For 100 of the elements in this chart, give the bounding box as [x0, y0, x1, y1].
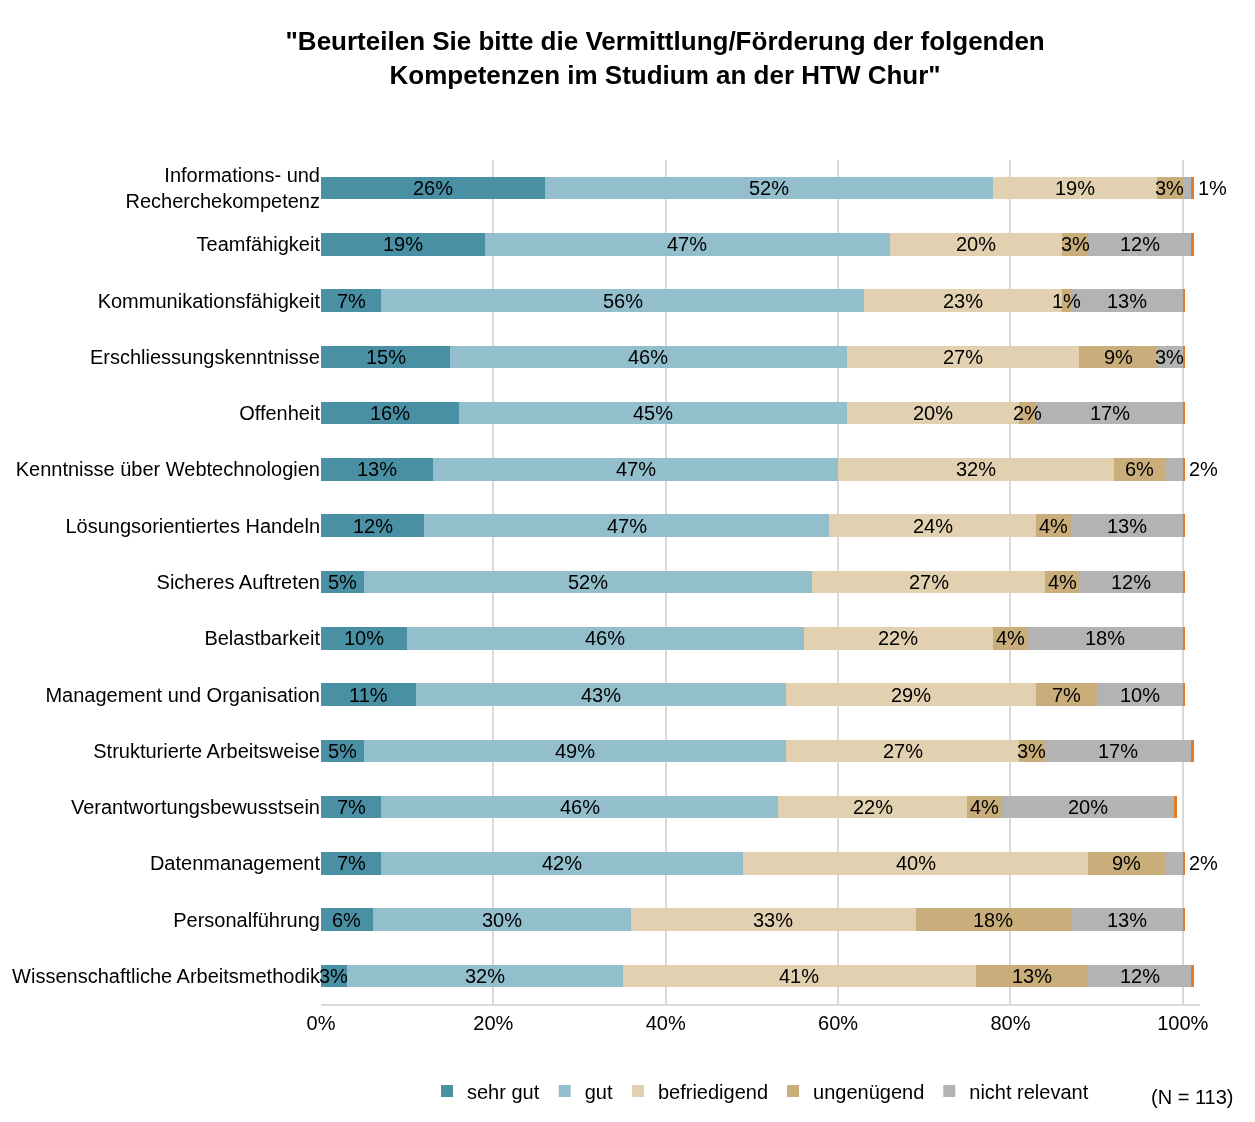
bar	[1182, 176, 1192, 200]
data-label: 5%	[328, 740, 358, 762]
data-label: 22%	[853, 796, 894, 818]
bar	[1027, 627, 1183, 650]
data-label: 26%	[413, 177, 454, 199]
bar	[631, 908, 916, 931]
data-label: 27%	[943, 346, 984, 368]
y-tick-label: Erschliessungskenntnisse	[89, 345, 320, 368]
bar	[545, 176, 994, 200]
bar	[915, 908, 1071, 931]
data-label: 12%	[1120, 233, 1161, 255]
y-tick-label: Informations- und Recherchekompetenz	[125, 164, 320, 213]
data-label: 15%	[366, 346, 407, 368]
bar	[321, 233, 485, 256]
data-label: 20%	[1068, 796, 1109, 818]
bar	[846, 345, 1080, 369]
y-tick-label: Personalführung	[173, 908, 320, 931]
data-label: 18%	[973, 909, 1014, 931]
bar	[786, 683, 1037, 706]
y-tick-label: Kenntnisse über Webtechnologien	[15, 458, 320, 481]
bar	[743, 852, 1088, 875]
data-label: 10%	[344, 627, 385, 649]
data-label: 13%	[1107, 290, 1148, 312]
data-label: 1%	[1052, 290, 1082, 312]
bar	[1174, 795, 1177, 819]
data-label: 46%	[560, 796, 601, 818]
data-label: 13%	[1107, 909, 1148, 931]
chart-title: "Beurteilen Sie bitte die Vermittlung/Förderung der folgenden Kompetenzen im Studium an der HTW Chur"	[285, 26, 1045, 91]
bar	[1165, 458, 1183, 481]
bar	[838, 458, 1114, 481]
data-label: 46%	[585, 627, 626, 649]
x-tick-label: 60%	[818, 1012, 859, 1034]
y-tick-label: Strukturierte Arbeitsweise	[93, 739, 320, 762]
bar	[993, 176, 1157, 200]
legend-label: befriedigend	[657, 1080, 769, 1103]
data-label: 7%	[1052, 684, 1082, 706]
data-label: 19%	[383, 233, 424, 255]
data-label: 6%	[1125, 458, 1155, 480]
data-label: 42%	[542, 852, 583, 874]
bar	[321, 514, 425, 537]
data-label: 7%	[337, 852, 367, 874]
data-label: 9%	[1112, 852, 1142, 874]
bar	[407, 627, 804, 650]
data-label: 7%	[337, 796, 367, 818]
data-label: 6%	[332, 909, 362, 931]
x-tick-label: 0%	[306, 1012, 336, 1034]
bar	[812, 570, 1045, 594]
data-label: 22%	[878, 627, 919, 649]
bar	[777, 795, 968, 819]
data-label: 20%	[956, 233, 997, 255]
y-tick-label: Lösungsorientiertes Handeln	[65, 514, 320, 537]
y-tick-label: Kommunikationsfähigkeit	[97, 289, 321, 312]
data-label: 12%	[353, 515, 394, 537]
data-label: 1%	[1198, 177, 1228, 199]
legend-label: ungenügend	[813, 1080, 925, 1103]
data-label: 12%	[1111, 571, 1152, 593]
legend-label: nicht relevant	[969, 1080, 1089, 1103]
bar	[321, 458, 434, 481]
bar	[346, 964, 623, 988]
data-label: 47%	[616, 458, 657, 480]
bar	[1191, 233, 1194, 256]
data-label: 2%	[1189, 458, 1219, 480]
data-label: 18%	[1085, 627, 1126, 649]
data-label: 32%	[956, 458, 997, 480]
data-label: 32%	[465, 965, 506, 987]
data-label: 4%	[996, 627, 1026, 649]
data-label: 30%	[482, 909, 523, 931]
bar	[321, 176, 546, 200]
data-label: 27%	[883, 740, 924, 762]
data-label: 24%	[913, 515, 954, 537]
bar	[1001, 795, 1175, 819]
bar	[1191, 739, 1194, 763]
data-label: 13%	[1107, 515, 1148, 537]
bar	[829, 514, 1037, 537]
data-label: 3%	[1155, 177, 1185, 199]
bar	[364, 570, 813, 594]
text: (N = 113)	[1151, 1086, 1234, 1108]
y-tick-label: Wissenschaftliche Arbeitsmethodik	[12, 964, 321, 987]
data-label: 13%	[1012, 965, 1053, 987]
bar	[1044, 739, 1192, 763]
bar	[450, 345, 847, 369]
data-label: 2%	[1013, 402, 1043, 424]
bar	[803, 627, 994, 650]
data-label: 2%	[1189, 852, 1219, 874]
bar	[1087, 852, 1166, 875]
data-label: 23%	[943, 290, 984, 312]
data-label: 49%	[555, 740, 596, 762]
x-tick-label: 80%	[990, 1012, 1031, 1034]
y-tick-label: Sicheres Auftreten	[156, 571, 320, 593]
data-label: 4%	[1048, 571, 1078, 593]
bar	[484, 233, 890, 256]
y-tick-label: Datenmanagement	[149, 852, 321, 875]
bar	[321, 683, 416, 706]
data-label: 13%	[357, 458, 398, 480]
bar	[433, 458, 839, 481]
data-label: 17%	[1098, 740, 1139, 762]
data-label: 33%	[753, 909, 794, 931]
data-label: 4%	[970, 796, 1000, 818]
x-tick-label: 20%	[473, 1012, 514, 1034]
data-label: 47%	[607, 515, 648, 537]
